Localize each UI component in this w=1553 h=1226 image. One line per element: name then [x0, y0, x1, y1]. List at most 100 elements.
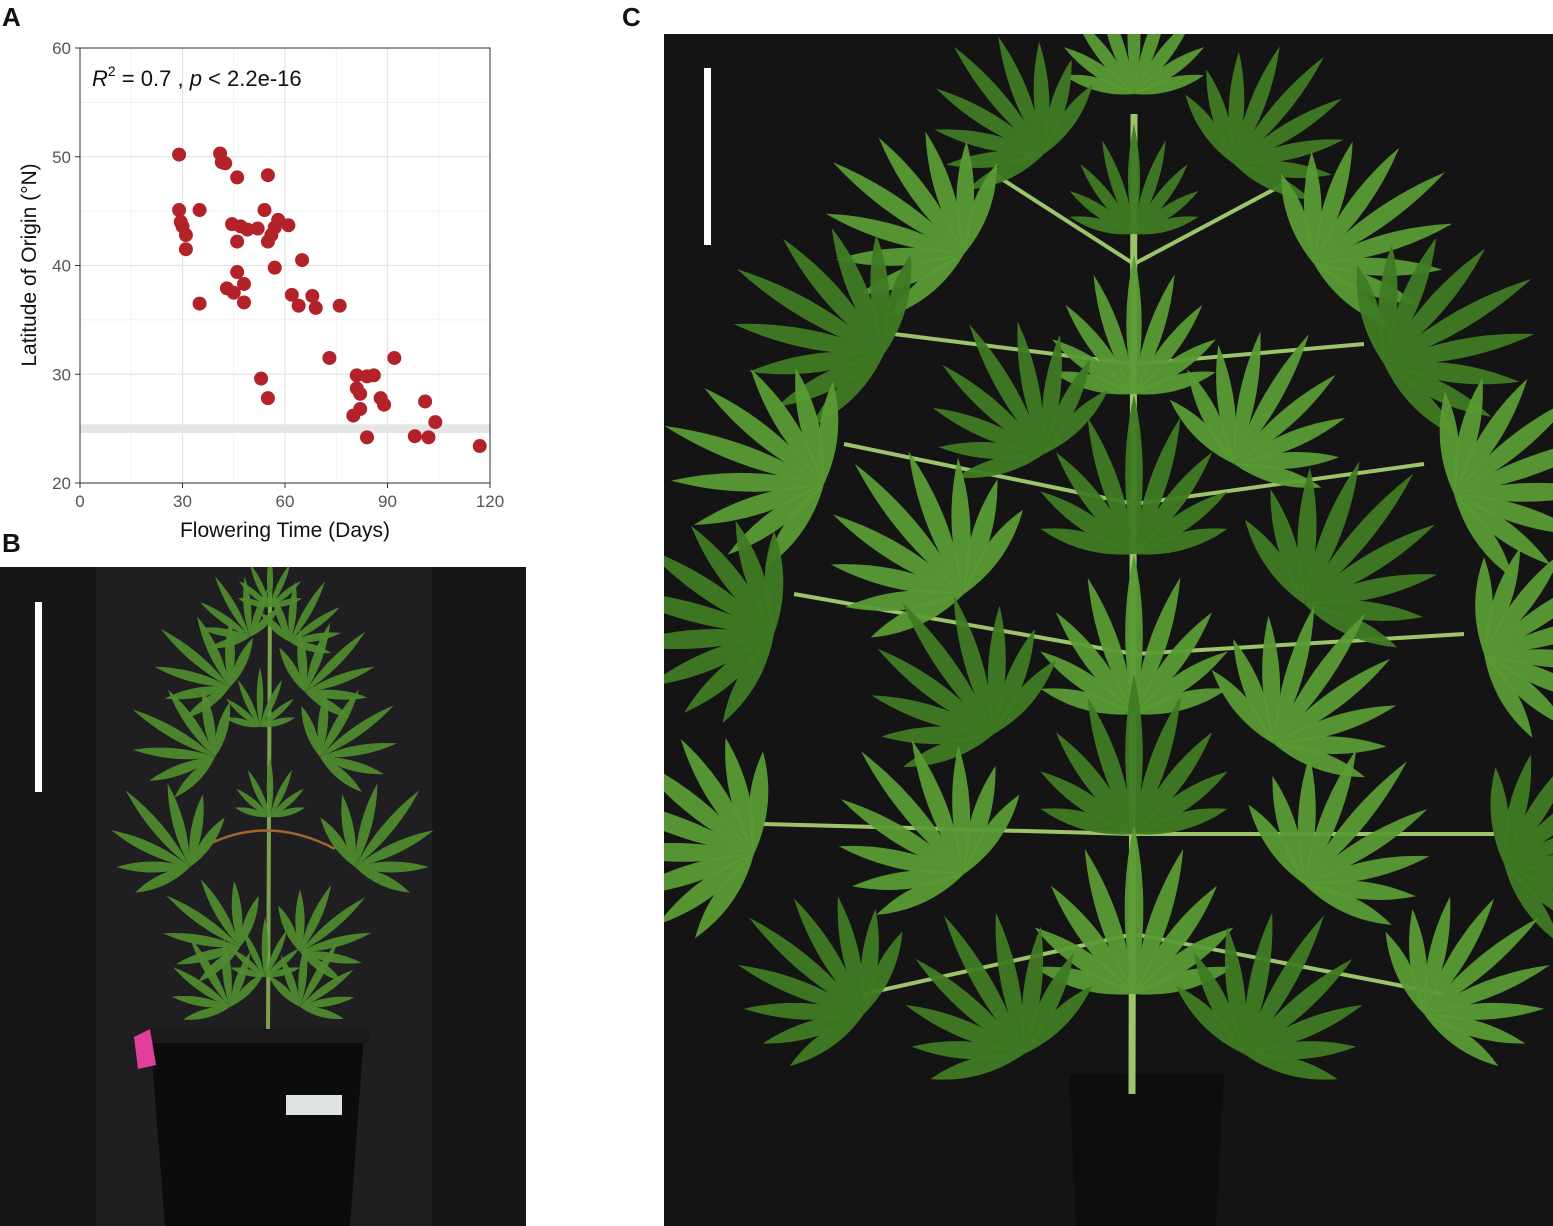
data-point [407, 429, 422, 444]
data-point [267, 260, 282, 275]
y-axis-label: Latitude of Origin (°N) [18, 163, 41, 366]
leaf [1439, 377, 1553, 579]
leaf [838, 739, 1020, 915]
y-tick-label: 20 [52, 474, 71, 493]
data-point [332, 298, 347, 313]
data-point [237, 276, 251, 291]
plant-photo-c [664, 34, 1553, 1226]
leaf [1175, 912, 1363, 1080]
leaf [1034, 824, 1234, 995]
leaf [1356, 237, 1535, 437]
scale-bar-b [35, 602, 42, 792]
axis-ticks: 0 30 60 90 120 20 30 40 50 60 [52, 39, 504, 511]
leaf [664, 520, 784, 724]
data-point [230, 234, 245, 249]
y-tick-label: 40 [52, 257, 71, 276]
leaf [737, 896, 903, 1067]
leaf [171, 937, 265, 1020]
leaf [1211, 605, 1397, 778]
data-point [254, 371, 269, 386]
data-point [428, 415, 443, 430]
data-point [322, 350, 337, 365]
leaf [199, 576, 280, 649]
p-symbol: p [189, 66, 202, 91]
data-point [346, 408, 361, 423]
data-point [260, 168, 275, 183]
leaf [934, 36, 1093, 190]
plant-c-pot [1069, 1074, 1224, 1226]
leaf [267, 942, 355, 1020]
leaf [1169, 331, 1346, 489]
leaf [1063, 34, 1205, 95]
p-value: < 2.2e-16 [202, 66, 302, 91]
data-point [192, 296, 207, 311]
leaf [279, 622, 375, 718]
plant-b-foliage [111, 567, 434, 1038]
data-point [295, 253, 310, 268]
x-axis-label: Flowering Time (Days) [180, 519, 390, 542]
leaf [1490, 754, 1553, 944]
data-point [281, 218, 296, 233]
scale-bar-c [704, 68, 711, 245]
x-tick-label: 60 [276, 492, 295, 511]
x-tick-label: 120 [476, 492, 504, 511]
leaf [234, 757, 306, 818]
data-point [284, 287, 299, 302]
stat-annotation: R2 = 0.7 , p < 2.2e-16 [92, 63, 302, 91]
leaf [301, 689, 397, 793]
leaf [132, 688, 231, 798]
data-point [192, 203, 207, 218]
y-tick-label: 60 [52, 39, 71, 58]
data-point [226, 285, 241, 300]
leaf [664, 367, 839, 569]
data-point [418, 394, 433, 409]
leaf [1475, 547, 1553, 738]
data-point [230, 265, 245, 280]
leaf [163, 879, 259, 983]
data-point [472, 439, 487, 454]
data-point [172, 147, 187, 162]
leaf [111, 783, 225, 893]
panel-label-b: B [2, 528, 21, 558]
leaf [154, 616, 254, 719]
data-point [353, 386, 368, 401]
leaf [932, 321, 1109, 479]
panel-label-c: C [622, 2, 641, 32]
y-tick-label: 30 [52, 365, 71, 384]
y-tick-label: 50 [52, 148, 71, 167]
data-point [218, 156, 233, 171]
leaf [1385, 896, 1551, 1067]
leaf [229, 917, 301, 978]
x-tick-label: 0 [75, 492, 84, 511]
leaf [1052, 254, 1216, 395]
leaf [664, 737, 769, 939]
plant-b-drawing [0, 567, 526, 1226]
r-value: = 0.7 , [116, 66, 190, 91]
leaf [830, 451, 1024, 638]
leaf [224, 667, 296, 728]
leaf [905, 912, 1093, 1080]
r-symbol: R [92, 66, 108, 91]
scatter-chart: 0 30 60 90 120 20 30 40 50 60 R2 = 0.7 , p < 2.2e… [18, 39, 504, 542]
panel-label-a: A [2, 2, 21, 32]
leaf [1040, 554, 1228, 715]
plant-b-tag [134, 1029, 156, 1069]
data-point [240, 222, 255, 237]
r-superscript: 2 [108, 63, 116, 79]
leaf [1040, 674, 1228, 835]
plant-b-pot [150, 1035, 364, 1226]
data-point [172, 203, 187, 218]
data-point [349, 368, 364, 383]
plant-b-pot-label [286, 1095, 342, 1115]
data-point [366, 368, 381, 383]
data-point [178, 228, 193, 243]
leaf [1248, 749, 1430, 925]
plant-b-pot-rim [144, 1029, 370, 1043]
plant-c-drawing [664, 34, 1553, 1226]
leaf [1185, 46, 1344, 200]
leaf [1244, 461, 1438, 648]
leaf [278, 885, 372, 982]
x-tick-label: 30 [173, 492, 192, 511]
data-point [291, 298, 306, 313]
data-point [230, 170, 245, 185]
